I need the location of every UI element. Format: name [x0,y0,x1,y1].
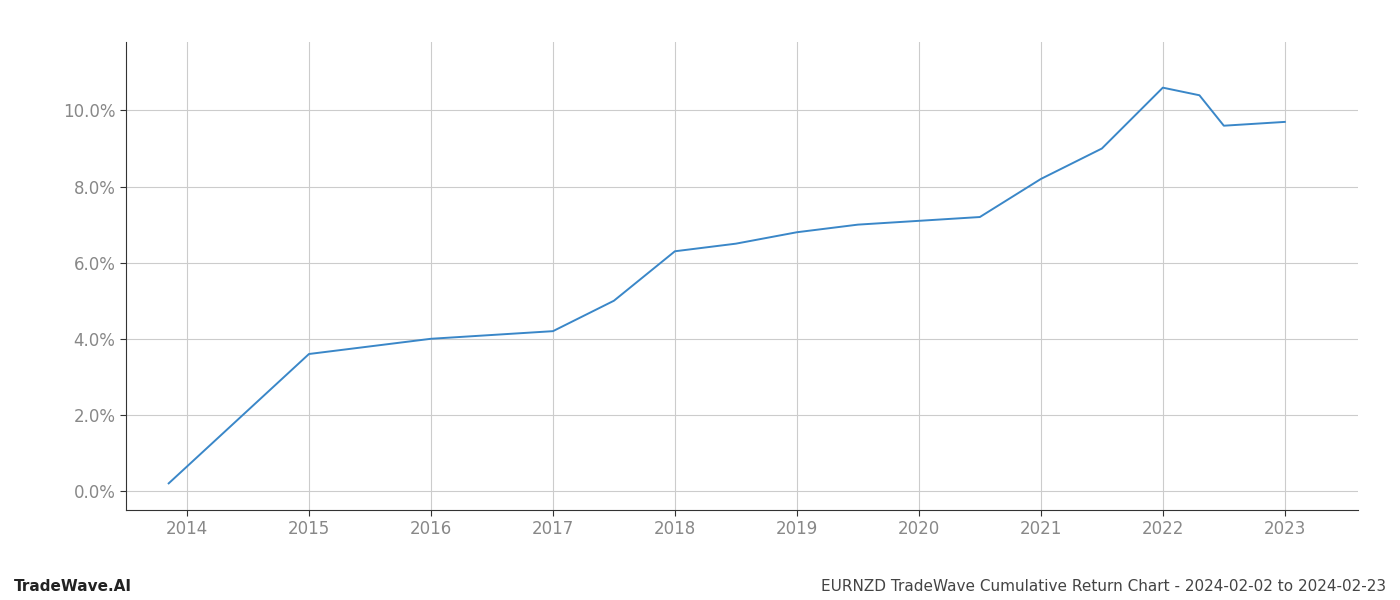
Text: EURNZD TradeWave Cumulative Return Chart - 2024-02-02 to 2024-02-23: EURNZD TradeWave Cumulative Return Chart… [820,579,1386,594]
Text: TradeWave.AI: TradeWave.AI [14,579,132,594]
